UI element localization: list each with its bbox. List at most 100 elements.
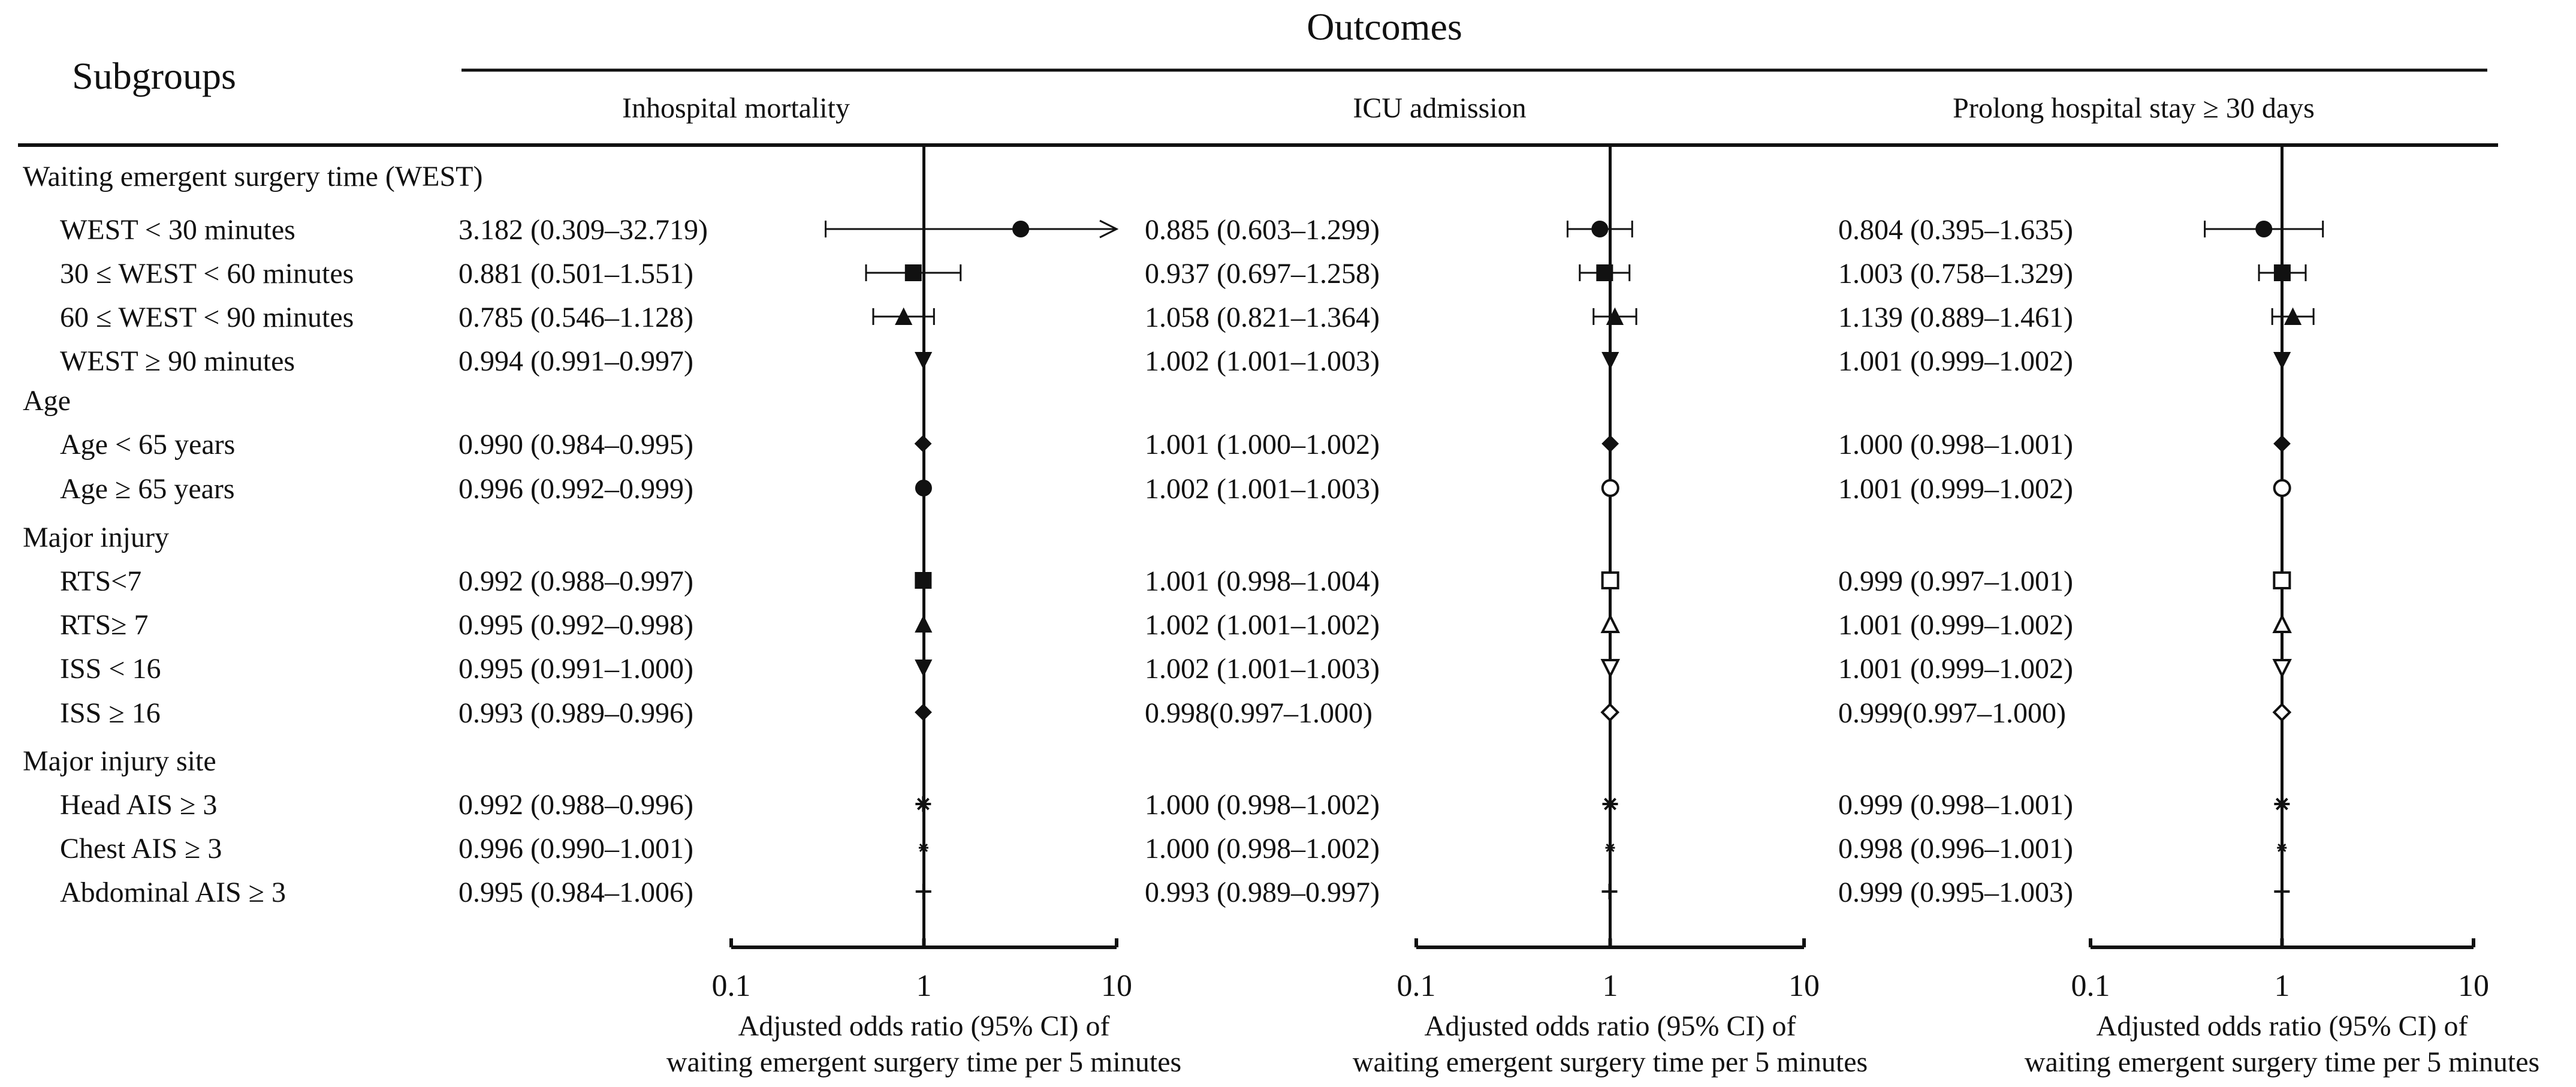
- estimate-value-text: 0.990 (0.984–0.995): [459, 429, 693, 460]
- subgroup-label: Chest AIS ≥ 3: [60, 833, 222, 865]
- x-axis-label: Adjusted odds ratio (95% CI) of: [738, 1010, 1110, 1042]
- estimate-value-text: 0.993 (0.989–0.997): [1145, 877, 1380, 908]
- estimate-marker: [915, 660, 933, 678]
- estimate-value-text: 1.000 (0.998–1.002): [1145, 833, 1380, 865]
- estimate-marker: [1601, 571, 1619, 589]
- subgroup-label: ISS < 16: [60, 653, 161, 685]
- estimate-value-text: 0.992 (0.988–0.996): [459, 789, 693, 821]
- estimate-marker: [1596, 264, 1613, 281]
- estimate-value-text: 1.001 (0.999–1.002): [1838, 473, 2073, 505]
- estimate-marker: [915, 572, 932, 589]
- estimate-value-text: 1.003 (0.758–1.329): [1838, 258, 2073, 290]
- group-label: Major injury site: [23, 745, 216, 777]
- estimate-value-text: 1.000 (0.998–1.002): [1145, 789, 1380, 821]
- estimate-marker: [915, 615, 933, 633]
- estimate-value-text: 0.999 (0.997–1.001): [1838, 565, 2073, 597]
- estimate-value-text: 0.785 (0.546–1.128): [459, 302, 693, 333]
- estimate-marker: [1605, 842, 1615, 853]
- estimate-value-text: 0.999 (0.998–1.001): [1838, 789, 2073, 821]
- estimate-marker: [915, 884, 931, 899]
- x-tick-label: 10: [1788, 969, 1820, 1003]
- estimate-marker: [1012, 221, 1030, 237]
- estimate-marker: [1600, 659, 1621, 679]
- group-label: Waiting emergent surgery time (WEST): [23, 161, 482, 192]
- estimate-value-text: 0.937 (0.697–1.258): [1145, 258, 1380, 290]
- estimate-value-text: 0.995 (0.984–1.006): [459, 877, 693, 908]
- x-tick-label: 1: [916, 969, 932, 1003]
- estimate-marker: [1591, 221, 1609, 237]
- subgroup-label: Age ≥ 65 years: [60, 473, 235, 505]
- estimate-marker: [2273, 435, 2291, 453]
- estimate-value-text: 1.002 (1.001–1.003): [1145, 345, 1380, 377]
- group-label: Major injury: [23, 522, 169, 553]
- estimate-marker: [1601, 352, 1619, 370]
- estimate-value-text: 0.804 (0.395–1.635): [1838, 214, 2073, 246]
- estimate-value-text: 1.001 (0.999–1.002): [1838, 653, 2073, 685]
- estimate-value-text: 0.881 (0.501–1.551): [459, 258, 693, 290]
- estimate-value-text: 0.998 (0.996–1.001): [1838, 833, 2073, 865]
- estimate-marker: [1601, 479, 1619, 497]
- ci-arrow: [1099, 219, 1119, 239]
- subgroup-label: Head AIS ≥ 3: [60, 789, 217, 821]
- subgroup-rows: Waiting emergent surgery time (WEST) WEST…: [23, 161, 482, 908]
- estimate-marker: [915, 703, 932, 721]
- estimate-marker: [1601, 435, 1619, 453]
- estimate-marker: [2272, 703, 2292, 722]
- outcome-panel: Prolong hospital stay ≥ 30 days 0.1 1 10 Adj…: [1838, 92, 2539, 1078]
- estimate-value-text: 0.996 (0.992–0.999): [459, 473, 693, 505]
- estimate-marker: [2277, 842, 2287, 853]
- estimate-marker: [1600, 613, 1621, 633]
- estimate-value-text: 1.000 (0.998–1.001): [1838, 429, 2073, 460]
- outcome-title: Inhospital mortality: [622, 92, 850, 124]
- estimate-marker: [2273, 264, 2291, 281]
- outcome-panel: Inhospital mortality 0.1 1 10 Adjusted odds …: [459, 92, 1181, 1078]
- estimate-marker: [2274, 884, 2290, 899]
- x-tick-label: 0.1: [712, 969, 751, 1003]
- estimate-marker: [2272, 613, 2292, 633]
- x-tick-label: 0.1: [1397, 969, 1436, 1003]
- x-tick-label: 0.1: [2071, 969, 2110, 1003]
- estimate-marker: [1600, 703, 1620, 722]
- x-axis-label: waiting emergent surgery time per 5 minu…: [2025, 1046, 2539, 1078]
- estimate-value-text: 0.992 (0.988–0.997): [459, 565, 693, 597]
- subgroup-label: RTS≥ 7: [60, 609, 149, 641]
- x-tick-label: 1: [1603, 969, 1618, 1003]
- subgroup-label: RTS<7: [60, 565, 141, 597]
- estimate-marker: [904, 264, 922, 281]
- x-tick-label: 10: [2458, 969, 2489, 1003]
- estimate-marker: [1602, 796, 1618, 812]
- outcome-title: ICU admission: [1353, 92, 1526, 124]
- x-tick-label: 1: [2275, 969, 2290, 1003]
- estimate-marker: [2273, 352, 2291, 370]
- outcome-panels: Inhospital mortality 0.1 1 10 Adjusted odds …: [459, 92, 2539, 1078]
- outcome-panel: ICU admission 0.1 1 10 Adjusted odds ratio (…: [1145, 92, 1868, 1078]
- estimate-value-text: 1.002 (1.001–1.003): [1145, 473, 1380, 505]
- subgroup-label: 30 ≤ WEST < 60 minutes: [60, 258, 354, 290]
- estimate-value-text: 0.995 (0.992–0.998): [459, 609, 693, 641]
- estimate-value-text: 0.993 (0.989–0.996): [459, 697, 693, 729]
- estimate-value-text: 1.001 (1.000–1.002): [1145, 429, 1380, 460]
- estimate-marker: [918, 842, 928, 853]
- group-label: Age: [23, 385, 71, 417]
- subgroup-label: WEST ≥ 90 minutes: [60, 345, 295, 377]
- estimate-value-text: 1.001 (0.998–1.004): [1145, 565, 1380, 597]
- estimate-value-text: 0.885 (0.603–1.299): [1145, 214, 1380, 246]
- estimate-value-text: 0.996 (0.990–1.001): [459, 833, 693, 865]
- estimate-marker: [2273, 571, 2291, 589]
- estimate-marker: [2255, 221, 2273, 237]
- estimate-value-text: 1.001 (0.999–1.002): [1838, 609, 2073, 641]
- estimate-marker: [2284, 307, 2302, 325]
- subgroup-label: Abdominal AIS ≥ 3: [60, 877, 286, 908]
- subgroup-label: Age < 65 years: [60, 429, 235, 460]
- estimate-value-text: 0.998(0.997–1.000): [1145, 697, 1373, 729]
- estimate-value-text: 0.999(0.997–1.000): [1838, 697, 2066, 729]
- subgroup-label: 60 ≤ WEST < 90 minutes: [60, 302, 354, 333]
- outcomes-header: Outcomes: [1307, 5, 1462, 48]
- estimate-marker: [1601, 884, 1618, 899]
- estimate-value-text: 0.995 (0.991–1.000): [459, 653, 693, 685]
- estimate-marker: [915, 796, 931, 812]
- estimate-value-text: 3.182 (0.309–32.719): [459, 214, 708, 246]
- estimate-value-text: 1.001 (0.999–1.002): [1838, 345, 2073, 377]
- estimate-value-text: 1.139 (0.889–1.461): [1838, 302, 2073, 333]
